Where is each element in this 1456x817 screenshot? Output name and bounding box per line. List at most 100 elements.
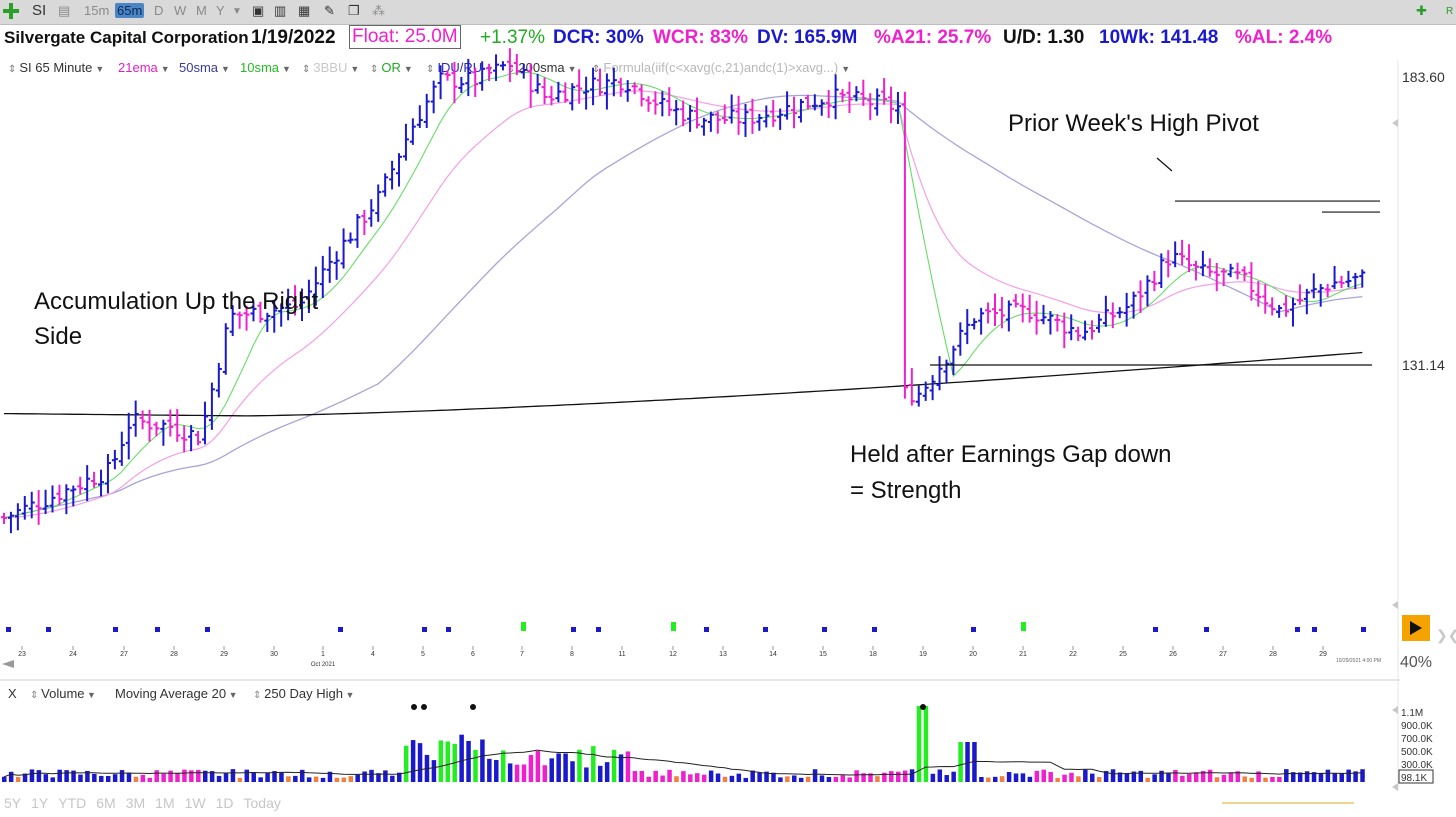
volume-label[interactable]: ⇕ Volume ▼ [30, 686, 96, 701]
period-1y[interactable]: 1Y [31, 795, 49, 811]
indicator-3bbu[interactable]: ⇕ 3BBU ▼ [302, 60, 360, 75]
price-bar [1213, 262, 1220, 292]
symbol-label[interactable]: SI [32, 2, 47, 19]
price-bar [278, 303, 285, 327]
interval-15m[interactable]: 15m [84, 3, 110, 18]
period-3m[interactable]: 3M [125, 795, 146, 811]
vol-current-box [1398, 769, 1434, 784]
volume-bar [341, 777, 347, 782]
price-bar [125, 412, 132, 460]
indicator-or[interactable]: ⇕ OR ▼ [370, 60, 413, 75]
interval-y[interactable]: Y [216, 3, 225, 18]
x-tick-label: 15 [819, 651, 827, 658]
period-6m[interactable]: 6M [96, 795, 116, 811]
vol-scroll-up-icon[interactable] [1392, 706, 1398, 714]
x-tick-label: 7 [520, 651, 524, 658]
recycle-icon[interactable]: ✚ [1416, 3, 1427, 18]
signal-marker [113, 627, 118, 632]
share-icon[interactable]: ⁂ [372, 3, 385, 18]
volume-bar [653, 770, 658, 782]
volume-bar [743, 777, 749, 782]
price-bar [195, 430, 202, 446]
volume-bar [105, 775, 111, 782]
x-tick-label: 28 [170, 651, 178, 658]
interval-m[interactable]: M [196, 3, 207, 18]
price-bar [160, 419, 167, 446]
volume-bar [937, 769, 943, 782]
volume-bar [826, 777, 832, 782]
chart-style-icon[interactable]: ▤ [58, 3, 71, 18]
interval-d[interactable]: D [154, 3, 164, 18]
window-icon[interactable]: ❐ [348, 3, 360, 18]
indicator-formula[interactable]: ⇕ Formula(iif(c<xavg(c,21)andc(1)>xavg...… [592, 60, 851, 75]
interval-65m[interactable]: 65m [115, 3, 145, 18]
volume-bar [410, 740, 416, 782]
day-high-label[interactable]: ⇕ 250 Day High ▼ [253, 686, 354, 701]
volume-high-marker [920, 704, 926, 710]
volume-bar [895, 771, 901, 782]
forward-icon[interactable]: ❯❮ [1436, 627, 1456, 644]
period-1d[interactable]: 1D [215, 795, 234, 811]
volume-bar [494, 759, 499, 782]
volume-close-icon[interactable]: X [8, 686, 17, 701]
volume-bar [1166, 773, 1171, 782]
wcr-value: WCR: 83% [653, 27, 749, 48]
price-bar [409, 118, 416, 145]
zoom-level[interactable]: 40% [1400, 654, 1432, 671]
volume-bar [750, 770, 755, 782]
volume-high-marker [470, 704, 476, 710]
volume-bar [819, 775, 825, 782]
interval-w[interactable]: W [174, 3, 187, 18]
volume-bar [1110, 769, 1116, 782]
pencil-icon[interactable]: ✎ [324, 3, 335, 18]
period-1m[interactable]: 1M [155, 795, 175, 811]
vol-scroll-down-icon[interactable] [1392, 783, 1398, 791]
bars-icon[interactable]: ▥ [274, 3, 287, 18]
period-today[interactable]: Today [243, 795, 281, 811]
x-tick-label: 30 [270, 651, 278, 658]
volume-bar [92, 773, 97, 782]
price-bar [153, 421, 160, 437]
volume-bar [383, 770, 388, 782]
price-bar [860, 79, 867, 106]
volume-bar [22, 773, 28, 782]
indicator-price[interactable]: ⇕ SI 65 Minute ▼ [8, 60, 105, 75]
price-bar [763, 105, 770, 128]
pan-left-icon[interactable] [2, 660, 14, 668]
price-bar [998, 296, 1005, 329]
price-bar [1352, 272, 1359, 290]
x-tick-label: 29 [220, 651, 228, 658]
period-1w[interactable]: 1W [184, 795, 206, 811]
period-5y[interactable]: 5Y [4, 795, 22, 811]
signal-marker [571, 627, 576, 632]
price-bars [1, 48, 1366, 534]
indicator-ema21[interactable]: 21ema ▼ [118, 60, 170, 75]
volume-bar [1180, 775, 1185, 782]
indicator-sma50[interactable]: 50sma ▼ [179, 60, 230, 75]
x-tick-label: 14 [769, 651, 777, 658]
scroll-up-icon[interactable] [1392, 119, 1398, 127]
interval-dropdown-icon[interactable]: ▼ [232, 6, 242, 17]
volume-bar [1048, 772, 1053, 782]
price-bar [1082, 320, 1089, 341]
moving-average-label[interactable]: Moving Average 20 ▼ [115, 686, 237, 701]
volume-bar [480, 739, 485, 782]
add-icon[interactable] [2, 2, 20, 20]
price-bar [70, 485, 77, 507]
period-ytd[interactable]: YTD [58, 795, 87, 811]
price-bar [396, 153, 403, 187]
volume-bar [1006, 772, 1012, 782]
price-bar [978, 307, 985, 335]
price-bar [42, 489, 49, 515]
price-bar [451, 61, 458, 104]
tv-icon[interactable]: ▣ [252, 3, 265, 18]
indicator-sma10[interactable]: 10sma ▼ [240, 60, 291, 75]
volume-bar [445, 741, 451, 782]
volume-bar [251, 772, 256, 782]
scroll-down-icon[interactable] [1392, 601, 1398, 609]
grid-icon[interactable]: ▦ [298, 3, 311, 18]
signal-marker [1361, 627, 1366, 632]
x-tick-label: 21 [1019, 651, 1027, 658]
price-bar [562, 82, 569, 103]
